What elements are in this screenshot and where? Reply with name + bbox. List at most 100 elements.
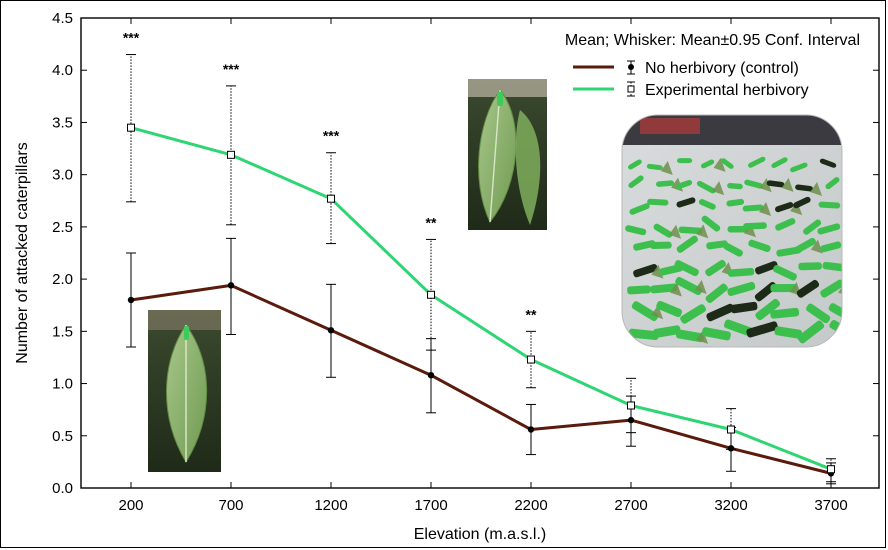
caterpillar-model bbox=[656, 180, 675, 187]
leaf-fragment bbox=[781, 177, 794, 192]
significance-label: *** bbox=[123, 30, 140, 46]
significance-label: ** bbox=[426, 214, 437, 230]
leaf-fragment bbox=[660, 161, 673, 176]
caterpillar-model bbox=[678, 226, 703, 235]
caterpillar-tray-photo bbox=[622, 115, 842, 347]
caterpillar-model bbox=[770, 284, 797, 293]
caterpillar-model bbox=[773, 265, 797, 281]
y-tick-label: 4.0 bbox=[52, 62, 73, 79]
leaf-fragment bbox=[810, 239, 823, 254]
x-tick-label: 3700 bbox=[814, 497, 847, 514]
caterpillar-model bbox=[629, 203, 650, 215]
x-axis: 200 700 1200 1700 2200 2700 3200 3700 bbox=[118, 18, 848, 514]
y-tick-label: 1.5 bbox=[52, 323, 73, 340]
caterpillar-model bbox=[775, 217, 796, 231]
legend-whisker-control bbox=[627, 60, 635, 75]
caterpillar-model bbox=[755, 298, 781, 321]
caterpillar-model bbox=[797, 320, 825, 344]
caterpillar-model bbox=[723, 242, 743, 257]
caterpillar-model bbox=[675, 179, 693, 190]
caterpillar-model bbox=[675, 276, 703, 296]
x-tick-label: 2700 bbox=[614, 497, 647, 514]
annotations: ************* bbox=[123, 30, 537, 323]
leaf-fragment bbox=[712, 181, 725, 196]
caterpillar-model bbox=[742, 204, 764, 212]
significance-label: *** bbox=[323, 128, 340, 144]
caterpillar-model bbox=[628, 328, 659, 341]
data-point bbox=[427, 290, 435, 299]
caterpillar-model bbox=[633, 264, 658, 278]
caterpillar-model bbox=[705, 283, 728, 304]
caterpillar-model bbox=[680, 304, 707, 324]
caterpillar-model bbox=[650, 241, 672, 249]
leaf-fragment bbox=[651, 305, 664, 320]
caterpillar-model bbox=[825, 177, 840, 190]
leaf-fragment bbox=[669, 282, 682, 297]
caterpillar-model bbox=[766, 180, 785, 188]
caterpillar-model bbox=[748, 239, 771, 253]
caterpillar-model bbox=[628, 175, 644, 188]
data-point bbox=[127, 296, 135, 304]
caterpillar-model bbox=[790, 162, 808, 173]
y-tick-label: 2.0 bbox=[52, 271, 73, 288]
significance-label: *** bbox=[223, 61, 240, 77]
caterpillar-model bbox=[796, 279, 820, 298]
caterpillar-model bbox=[700, 159, 715, 169]
series-layer bbox=[126, 54, 836, 485]
caterpillar-model bbox=[727, 182, 743, 190]
caterpillar-model bbox=[650, 283, 678, 294]
caterpillar-model bbox=[774, 326, 803, 339]
x-tick-label: 700 bbox=[218, 497, 243, 514]
caterpillar-model bbox=[806, 303, 831, 324]
significance-label: ** bbox=[526, 306, 537, 322]
caterpillar-model bbox=[775, 202, 794, 213]
x-tick-label: 2200 bbox=[514, 497, 547, 514]
caterpillar-model bbox=[701, 215, 721, 232]
leaf-fragment bbox=[744, 223, 757, 238]
caterpillar-model bbox=[656, 300, 683, 318]
y-tick-label: 0.5 bbox=[52, 428, 73, 445]
data-point bbox=[827, 465, 835, 474]
caterpillar-model bbox=[793, 237, 816, 254]
x-axis-label: Elevation (m.a.s.l.) bbox=[414, 526, 546, 543]
caterpillar-model bbox=[818, 201, 841, 209]
legend-label-experimental: Experimental herbivory bbox=[645, 82, 809, 99]
leaf-fragment bbox=[696, 224, 709, 239]
leaf-fragment bbox=[696, 329, 709, 344]
caterpillar-model bbox=[698, 199, 716, 210]
series-experimental bbox=[126, 54, 836, 483]
y-tick-label: 1.0 bbox=[52, 376, 73, 393]
caterpillar-model bbox=[696, 180, 716, 194]
data-point bbox=[327, 327, 335, 334]
caterpillar-model bbox=[627, 285, 651, 295]
tray-photo-border bbox=[621, 114, 843, 348]
legend-label-control: No herbivory (control) bbox=[645, 60, 799, 77]
data-point bbox=[227, 282, 235, 289]
caterpillar-model bbox=[676, 197, 696, 208]
caterpillar-model bbox=[727, 267, 755, 277]
y-tick-label: 3.0 bbox=[52, 167, 73, 184]
caterpillar-model bbox=[820, 279, 842, 298]
legend: Mean; Whisker: Mean±0.95 Conf. Interval … bbox=[565, 32, 860, 99]
x-tick-label: 3200 bbox=[714, 497, 747, 514]
legend-title: Mean; Whisker: Mean±0.95 Conf. Interval bbox=[565, 32, 860, 49]
leaf-fragment bbox=[669, 224, 682, 239]
y-tick-label: 0.0 bbox=[52, 480, 73, 497]
caterpillar-model bbox=[647, 198, 669, 206]
x-tick-label: 1200 bbox=[314, 497, 347, 514]
caterpillar-model bbox=[793, 196, 811, 209]
caterpillar-model bbox=[701, 327, 731, 341]
data-point bbox=[127, 123, 135, 132]
caterpillar-model bbox=[631, 301, 659, 322]
caterpillar-model bbox=[743, 222, 767, 230]
caterpillar-model bbox=[676, 235, 699, 253]
series-line bbox=[130, 126, 832, 471]
legend-whisker-experimental bbox=[627, 81, 635, 97]
caterpillar-model bbox=[727, 281, 756, 297]
data-point bbox=[327, 194, 335, 203]
caterpillar-model bbox=[748, 156, 766, 168]
data-point bbox=[727, 425, 735, 434]
data-point bbox=[227, 150, 235, 159]
caterpillar-model bbox=[726, 198, 745, 207]
leaf-fragment bbox=[694, 280, 707, 295]
